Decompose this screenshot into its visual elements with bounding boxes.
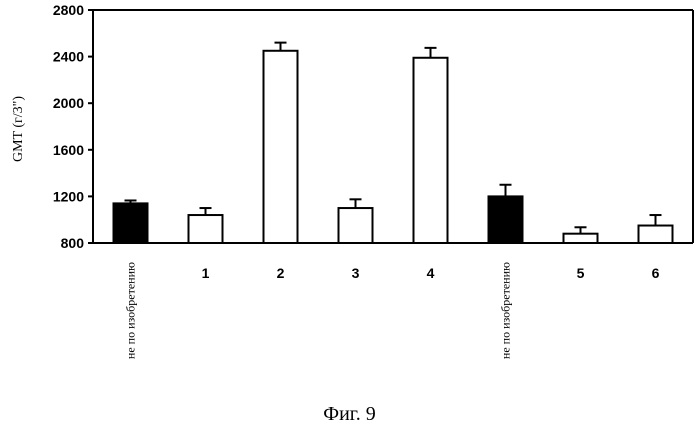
x-tick-label: 3 xyxy=(352,265,360,281)
x-tick-label: не по изобретению xyxy=(499,262,513,359)
x-tick-label: 2 xyxy=(277,265,285,281)
y-tick-label: 1200 xyxy=(53,188,84,204)
x-tick-label: 6 xyxy=(652,265,660,281)
y-axis-label: GMT (г/3") xyxy=(11,96,26,162)
error-bars-group xyxy=(125,43,662,234)
bar xyxy=(564,234,598,243)
bar xyxy=(489,196,523,243)
x-tick-label: 5 xyxy=(577,265,585,281)
bar xyxy=(339,208,373,243)
bar xyxy=(639,226,673,243)
y-tick-label: 2000 xyxy=(53,95,84,111)
bars-group xyxy=(114,51,673,243)
y-tick-label: 800 xyxy=(61,235,85,251)
x-tick-label: 1 xyxy=(202,265,210,281)
x-tick-label: не по изобретению xyxy=(124,262,138,359)
bar xyxy=(189,215,223,243)
y-tick-label: 1600 xyxy=(53,142,84,158)
x-tick-label: 4 xyxy=(427,265,435,281)
bar xyxy=(264,51,298,243)
x-axis-labels: не по изобретению 1 2 3 4 не по изобретению 5 6 xyxy=(124,262,660,359)
figure-caption: Фиг. 9 xyxy=(0,402,699,426)
y-tick-label: 2800 xyxy=(53,2,84,18)
y-axis: 800 1200 1600 2000 2400 2800 xyxy=(53,2,93,251)
y-tick-label: 2400 xyxy=(53,49,84,65)
bar xyxy=(114,203,148,243)
bar xyxy=(414,58,448,243)
